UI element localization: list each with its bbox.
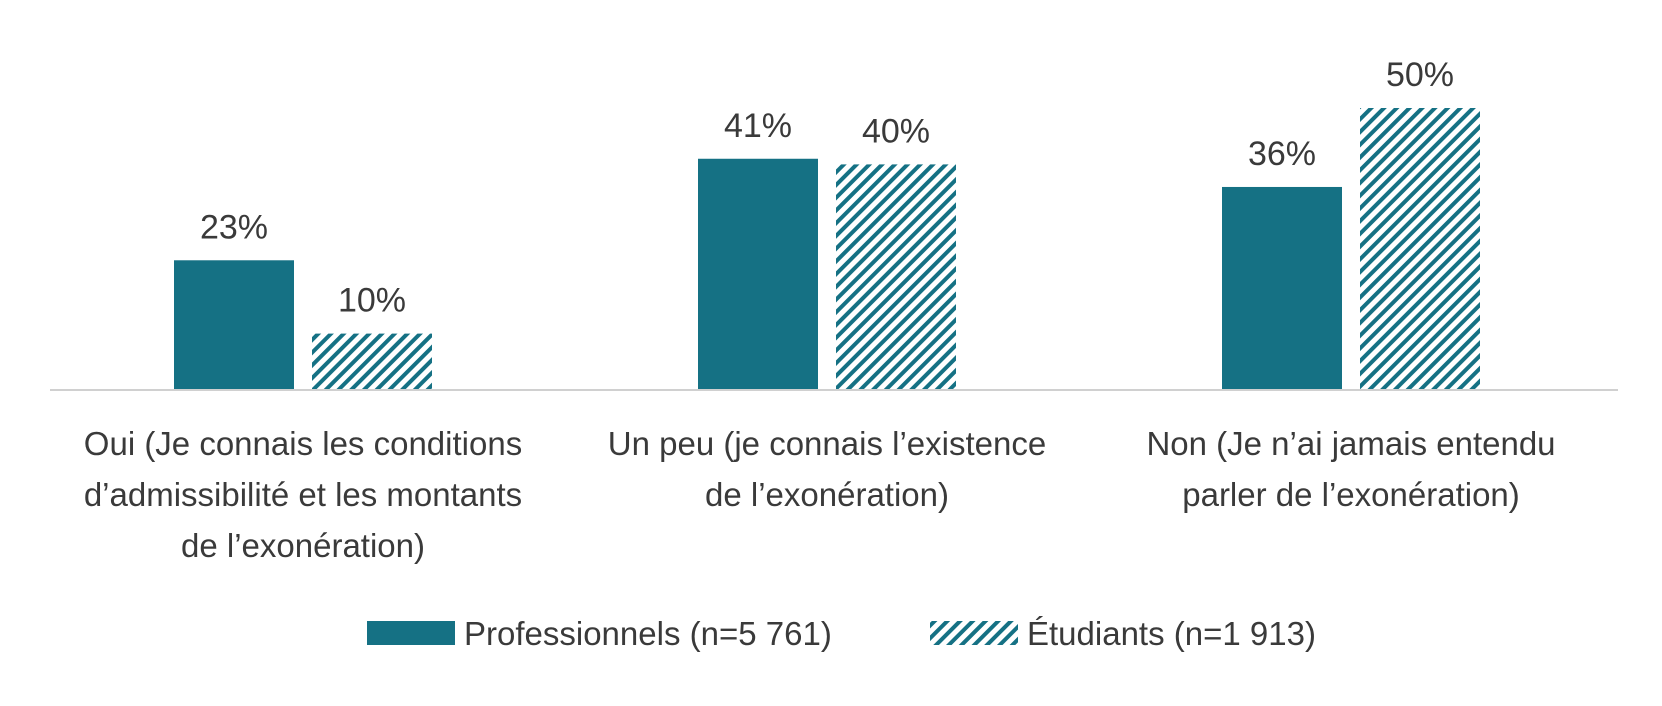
bar-etudiants-1 (312, 333, 432, 390)
bar-professionnels-2 (698, 158, 818, 390)
value-label-etudiants-3: 50% (1386, 56, 1454, 94)
value-label-etudiants-1: 10% (338, 282, 406, 320)
category-label-2-line-1: Un peu (je connais l’existence (608, 425, 1046, 462)
category-label-1-line-2: d’admissibilité et les montants (84, 476, 522, 513)
legend-label-etudiants: Étudiants (n=1 913) (1027, 615, 1316, 652)
bar-professionnels-1 (174, 260, 294, 390)
value-label-professionnels-3: 36% (1248, 135, 1316, 173)
category-label-1-line-1: Oui (Je connais les conditions (84, 425, 522, 462)
legend-swatch-etudiants (930, 621, 1018, 645)
category-label-3-line-1: Non (Je n’ai jamais entendu (1146, 425, 1555, 462)
bar-etudiants-3 (1360, 108, 1480, 390)
bar-professionnels-3 (1222, 186, 1342, 390)
legend-label-professionnels: Professionnels (n=5 761) (464, 615, 832, 652)
category-label-3-line-2: parler de l’exonération) (1182, 476, 1520, 513)
category-label-2-line-2: de l’exonération) (705, 476, 949, 513)
value-label-professionnels-1: 23% (200, 208, 268, 246)
category-label-1-line-3: de l’exonération) (181, 527, 425, 564)
bar-etudiants-2 (836, 164, 956, 390)
value-label-professionnels-2: 41% (724, 107, 792, 145)
legend-swatch-professionnels (367, 621, 455, 645)
value-label-etudiants-2: 40% (862, 112, 930, 150)
